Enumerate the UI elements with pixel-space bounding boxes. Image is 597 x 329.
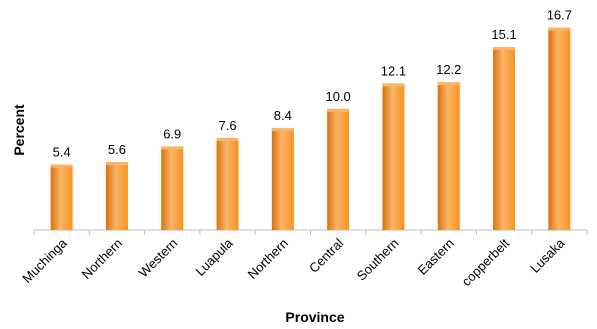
bar-1 — [105, 162, 128, 230]
data-label-9: 16.7 — [547, 8, 572, 23]
data-label-8: 15.1 — [491, 27, 516, 42]
data-label-3: 7.6 — [219, 118, 237, 133]
bar-0 — [50, 164, 73, 230]
data-label-2: 6.9 — [163, 126, 181, 141]
data-label-6: 12.1 — [381, 63, 406, 78]
data-label-0: 5.4 — [53, 145, 71, 160]
bar-cap-1 — [105, 162, 128, 166]
bar-9 — [548, 27, 571, 230]
bar-cap-0 — [50, 164, 73, 168]
bar-cap-2 — [161, 146, 184, 150]
bar-cap-3 — [216, 137, 239, 141]
y-axis-title: Percent — [11, 104, 27, 156]
data-label-5: 10.0 — [325, 89, 350, 104]
data-label-4: 8.4 — [274, 108, 292, 123]
x-tick-labels-group: Muchinga Northern Western Luapula Northern Ce… — [19, 235, 568, 289]
x-tick-label-0: Muchinga — [19, 235, 70, 286]
bar-cap-8 — [493, 47, 516, 51]
data-label-1: 5.6 — [108, 142, 126, 157]
bar-cap-6 — [382, 83, 405, 87]
bar-8 — [493, 47, 516, 231]
x-tick-label-9: Lusaka — [527, 235, 568, 276]
bar-cap-7 — [437, 82, 460, 86]
x-tick-label-3: Luapula — [192, 235, 236, 279]
bar-7 — [437, 82, 460, 230]
x-tick-label-5: Central — [306, 235, 346, 275]
bar-cap-9 — [548, 27, 571, 31]
x-axis-title: Province — [285, 309, 344, 325]
bar-3 — [216, 137, 239, 230]
x-tick-label-4: Northern — [245, 236, 291, 282]
bar-cap-5 — [327, 108, 350, 112]
x-tick-label-7: Eastern — [415, 236, 457, 278]
x-tick-label-1: Northern — [79, 236, 125, 282]
x-tick-label-8: copperbelt — [459, 235, 513, 289]
x-tick-label-2: Western — [136, 236, 181, 281]
data-labels-group: 5.4 5.6 6.9 7.6 8.4 10.0 12.1 12.2 15.1 16.7 — [53, 8, 572, 160]
bar-cap-4 — [271, 128, 294, 132]
bar-4 — [271, 128, 294, 230]
data-label-7: 12.2 — [436, 62, 461, 77]
bars-group — [50, 27, 571, 231]
x-tick-label-6: Southern — [354, 236, 402, 284]
bar-2 — [161, 146, 184, 230]
x-axis-ticks — [33, 230, 588, 235]
bar-6 — [382, 83, 405, 230]
bar-5 — [327, 108, 350, 230]
